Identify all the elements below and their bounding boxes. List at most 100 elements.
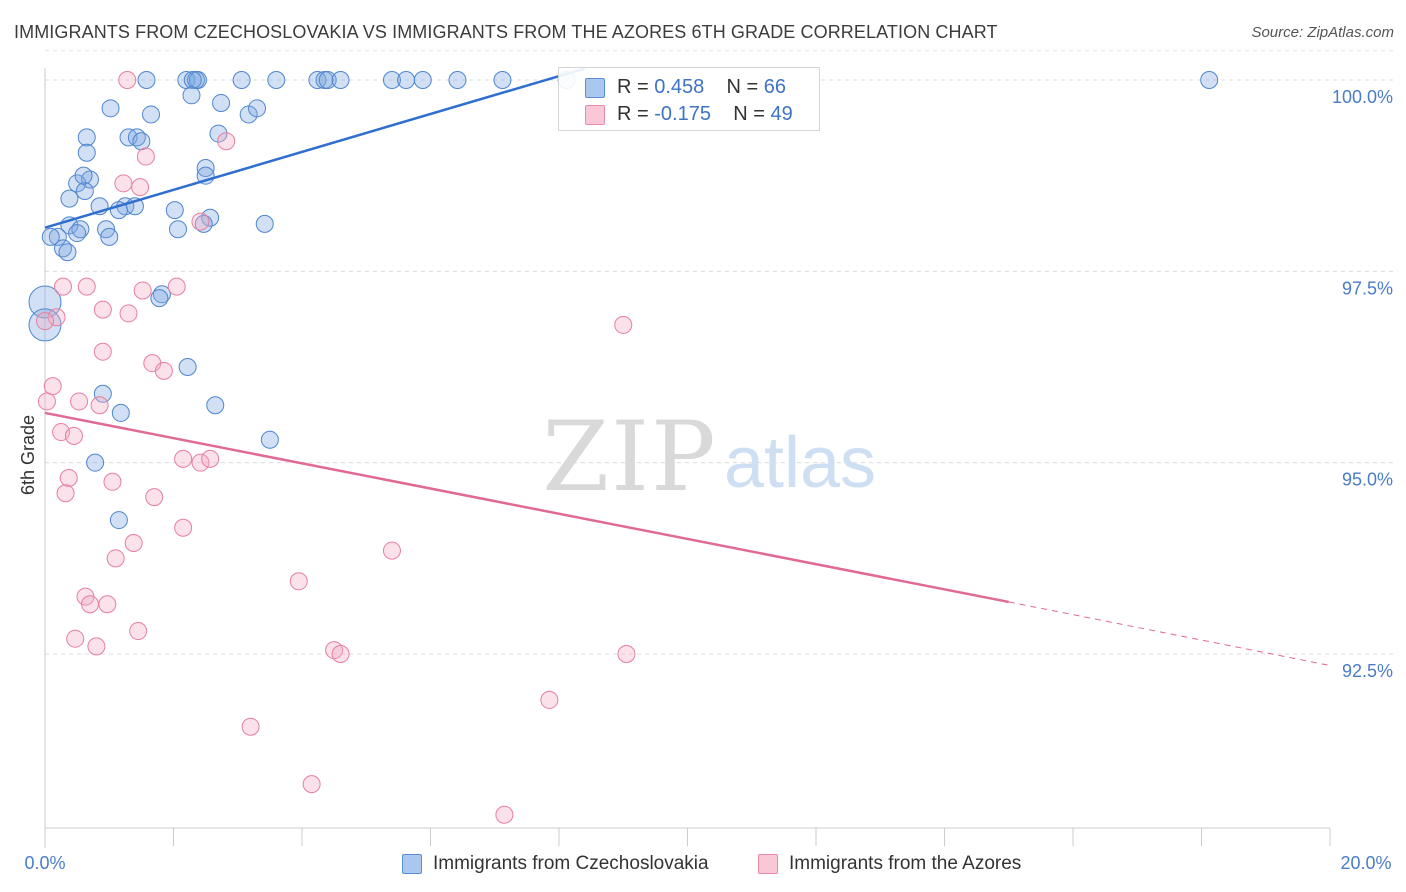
y-axis-title: 6th Grade xyxy=(18,415,38,495)
data-point-czechoslovakia xyxy=(68,174,87,193)
data-point-czechoslovakia xyxy=(142,105,161,124)
data-point-azores xyxy=(331,645,350,663)
axis-labels: 92.5% 95.0% 97.5% 100.0% 0.0% 20.0% 6th Grade xyxy=(18,87,1393,873)
data-point-czechoslovakia xyxy=(318,71,337,89)
y-tick-label: 100.0% xyxy=(1332,87,1393,107)
data-point-azores xyxy=(617,645,636,663)
data-point-czechoslovakia xyxy=(168,220,187,239)
data-point-azores xyxy=(118,71,137,89)
data-point-azores xyxy=(302,775,321,794)
data-point-czechoslovakia xyxy=(75,181,94,200)
data-point-czechoslovakia xyxy=(101,99,120,118)
data-point-czechoslovakia xyxy=(150,289,169,308)
data-point-czechoslovakia xyxy=(248,99,267,118)
data-point-czechoslovakia xyxy=(183,71,202,89)
data-point-azores xyxy=(59,468,78,487)
axes xyxy=(44,68,1331,848)
data-point-azores xyxy=(133,281,152,300)
data-point-azores xyxy=(70,392,89,411)
data-point-azores xyxy=(53,277,72,296)
data-point-azores xyxy=(540,690,559,709)
y-tick-label: 95.0% xyxy=(1342,470,1393,490)
data-point-czechoslovakia xyxy=(331,71,350,89)
watermark-atlas: atlas xyxy=(724,423,876,503)
data-point-czechoslovakia xyxy=(448,71,467,89)
watermark-zip: ZIP xyxy=(542,401,717,513)
data-point-czechoslovakia xyxy=(137,71,156,89)
x-tick-label: 0.0% xyxy=(24,853,65,873)
legend-r-value: 0.458 xyxy=(654,76,705,98)
data-point-czechoslovakia xyxy=(132,132,151,151)
legend-r-label: R = xyxy=(617,76,655,98)
data-point-azores xyxy=(93,342,112,361)
grid-lines xyxy=(45,50,1393,655)
legend-item-label: Immigrants from Czechoslovakia xyxy=(433,853,709,874)
data-point-azores xyxy=(131,178,150,197)
data-point-azores xyxy=(37,392,56,411)
data-point-czechoslovakia xyxy=(194,214,213,233)
legend-r-label: R = xyxy=(617,103,655,125)
data-point-azores xyxy=(145,488,164,507)
legend-item-label: Immigrants from the Azores xyxy=(789,853,1022,874)
series-czechoslovakia xyxy=(28,71,1219,530)
data-point-azores xyxy=(174,518,193,537)
data-point-czechoslovakia xyxy=(178,358,197,376)
data-point-azores xyxy=(201,449,220,468)
data-point-azores xyxy=(167,277,186,296)
data-point-azores xyxy=(191,212,210,231)
series-azores xyxy=(36,71,636,824)
data-point-azores xyxy=(106,549,125,568)
data-point-czechoslovakia xyxy=(413,71,432,89)
data-point-azores xyxy=(47,308,66,327)
legend-n-label: N = xyxy=(726,76,764,98)
watermark: ZIP atlas xyxy=(542,401,876,513)
trend-lines xyxy=(44,67,1331,666)
data-point-czechoslovakia xyxy=(93,384,112,403)
data-point-czechoslovakia xyxy=(397,71,416,89)
data-point-czechoslovakia xyxy=(206,396,225,415)
data-point-czechoslovakia xyxy=(232,71,251,89)
trend-line-azores xyxy=(44,411,1009,604)
stats-legend: R = 0.458 N = 66 R = -0.175 N = 49 xyxy=(558,67,820,131)
data-point-czechoslovakia xyxy=(111,403,130,422)
data-point-azores xyxy=(66,629,85,648)
data-point-czechoslovakia xyxy=(308,71,327,89)
data-point-czechoslovakia xyxy=(74,166,93,185)
data-point-czechoslovakia xyxy=(196,159,215,178)
legend-swatch-blue xyxy=(585,78,605,98)
data-point-azores xyxy=(87,637,106,656)
data-point-azores xyxy=(191,453,210,472)
data-point-czechoslovakia xyxy=(188,71,207,89)
data-point-azores xyxy=(36,312,54,331)
trend-line-azores-extension xyxy=(1008,601,1331,666)
data-point-czechoslovakia xyxy=(60,189,79,208)
data-point-czechoslovakia xyxy=(58,243,77,262)
data-point-czechoslovakia xyxy=(41,227,60,246)
data-point-azores xyxy=(56,484,75,503)
trend-line-czechoslovakia xyxy=(44,67,586,229)
legend-swatch-pink xyxy=(585,105,605,125)
data-point-azores xyxy=(119,304,138,323)
data-point-czechoslovakia xyxy=(209,124,228,143)
data-point-czechoslovakia xyxy=(165,201,184,220)
y-tick-label: 92.5% xyxy=(1342,661,1393,681)
data-point-azores xyxy=(174,449,193,468)
data-point-czechoslovakia xyxy=(100,227,119,246)
chart-title: IMMIGRANTS FROM CZECHOSLOVAKIA VS IMMIGR… xyxy=(14,22,998,42)
data-point-czechoslovakia xyxy=(77,143,96,162)
data-point-czechoslovakia xyxy=(267,71,286,89)
data-point-czechoslovakia xyxy=(382,71,401,89)
legend-n-label: N = xyxy=(733,103,771,125)
data-point-czechoslovakia xyxy=(86,453,105,472)
data-point-azores xyxy=(93,300,112,319)
data-point-azores xyxy=(614,315,633,334)
data-point-azores xyxy=(103,472,122,491)
x-tick-label: 20.0% xyxy=(1340,853,1391,873)
data-point-azores xyxy=(382,541,401,560)
series-legend: Immigrants from Czechoslovakia Immigrant… xyxy=(0,852,1406,878)
y-tick-label: 97.5% xyxy=(1342,278,1393,298)
data-point-azores xyxy=(241,717,260,736)
data-point-azores xyxy=(289,572,308,591)
data-point-azores xyxy=(495,805,514,824)
